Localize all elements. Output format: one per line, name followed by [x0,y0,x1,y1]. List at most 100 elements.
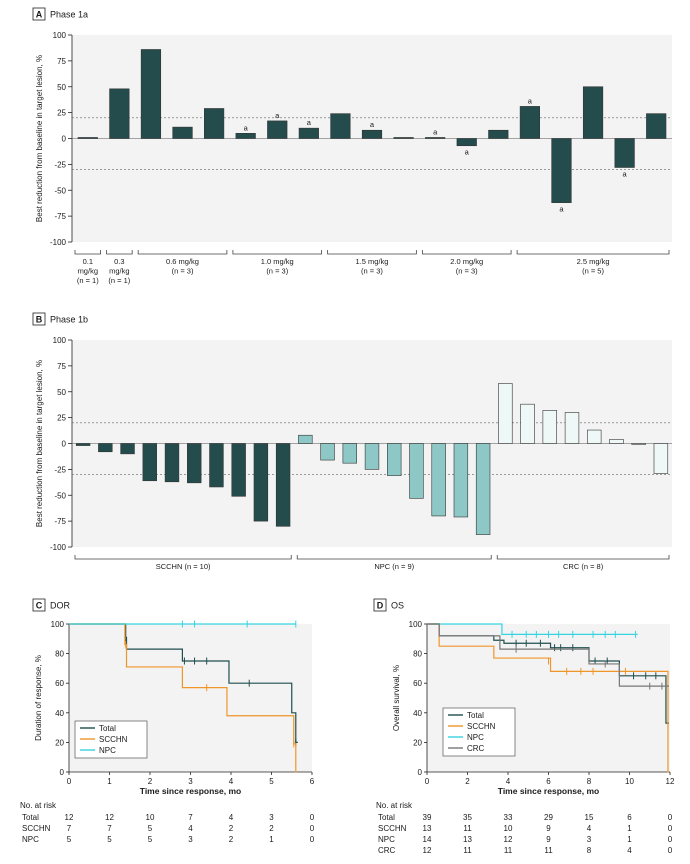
panel-d-legend-label-npc: NPC [467,733,484,742]
panel-c-risk-value: 4 [229,813,234,822]
panel-d-risk-value: 0 [668,824,673,833]
panel-a-y-axis-label: Best reduction from baseline in target l… [35,55,44,222]
panel-c-risk-value: 12 [105,813,114,822]
panel-b-bar [142,443,157,482]
panel-a-bar [330,113,351,139]
panel-d-risk-value: 0 [668,846,673,855]
panel-c-risk-value: 3 [269,813,274,822]
panel-c-risk-value: 12 [65,813,74,822]
panel-a-bar-annotation: a [244,123,249,132]
panel-d-risk-row-label: Total [378,813,395,822]
panel-c-y-tick-label: 60 [55,679,64,688]
panel-c-y-tick-label: 40 [55,709,64,718]
panel-b-y-tick-label: -75 [54,517,66,526]
panel-a-phase-1a: A Phase 1a 100 75 50 25 0 -25 -50 -75 -100 Best red… [32,7,672,285]
panel-d-risk-value: 3 [587,835,592,844]
panel-c-risk-value: 3 [188,835,193,844]
panel-a-y-tick-label: 100 [53,31,67,40]
panel-c-risk-value: 0 [310,813,315,822]
panel-d-x-tick-label: 12 [666,777,675,786]
panel-a-bar-annotation: a [370,120,375,129]
panel-d-risk-value: 13 [423,824,432,833]
panel-a-y-tick-label: -50 [54,186,66,195]
panel-b-y-tick-label: 50 [57,388,66,397]
panel-c-x-tick-label: 2 [148,777,153,786]
panel-b-bar [431,443,446,517]
panel-a-bar [109,88,130,139]
panel-a-y-tick-label: -75 [54,212,66,221]
panel-a-bar [425,137,446,139]
panel-d-legend-label-total: Total [467,711,484,720]
panel-a-bar [140,49,162,139]
panel-a-group-label: (n = 3) [266,267,288,276]
panel-c-x-tick-label: 3 [188,777,193,786]
panel-c-series-scchn [69,623,297,773]
panel-b-y-tick-label: 75 [57,362,66,371]
panel-a-bar-annotation: a [275,111,280,120]
panel-d-y-axis-label: Overall survival, % [392,665,401,731]
panel-b-bar [587,429,602,444]
panel-b-y-tick-label: -25 [54,465,66,474]
panel-a-y-tick-label: -25 [54,160,66,169]
panel-b-bar [409,443,424,499]
panel-a-y-tick-label: 75 [57,57,66,66]
panel-d-y-tick-label: 80 [413,650,422,659]
panel-a-group-label: (n = 1) [77,276,99,285]
panel-a-group-bracket [232,250,323,255]
panel-d-x-tick-label: 0 [425,777,430,786]
panel-c-x-tick-label: 6 [310,777,315,786]
panel-d-y-tick-label: 20 [413,738,422,747]
panel-c-y-tick-label: 80 [55,650,64,659]
panel-c-series-total [69,623,298,743]
panel-d-y-tick-label: 0 [418,768,423,777]
panel-d-risk-value: 0 [668,835,673,844]
panel-c-risk-row-label: SCCHN [22,824,51,833]
panel-d-risk-row-label: NPC [378,835,395,844]
panel-b-bar [320,443,335,461]
panel-a-group-label: mg/kg [109,267,129,276]
panel-a-group-label: (n = 1) [108,276,130,285]
panel-c-risk-value: 10 [146,813,155,822]
panel-a-group-label: mg/kg [78,267,98,276]
panel-d-x-tick-label: 6 [546,777,551,786]
panel-a-bar [519,106,540,139]
panel-c-legend-label-scchn: SCCHN [99,735,128,744]
panel-b-group-label: SCCHN (n = 10) [156,562,211,571]
panel-c-risk-value: 0 [310,835,315,844]
panel-d-risk-value: 15 [585,813,594,822]
panel-b-bar [520,403,535,444]
panel-a-group-label: 0.3 [114,257,124,266]
panel-a-bar-annotation: a [465,148,470,157]
panel-b-bar [364,443,380,470]
panel-b-bar [387,443,402,476]
panel-d-risk-row-label: SCCHN [378,824,407,833]
panel-c-x-tick-label: 5 [269,777,274,786]
panel-a-letter-box [32,7,46,21]
panel-d-y-tick-label: 40 [413,709,422,718]
panel-c-y-tick-label: 20 [55,738,64,747]
panel-a-bar [267,120,288,139]
panel-a-group-bracket [516,250,670,255]
panel-b-bar [298,434,313,444]
panel-d-y-tick-label: 60 [413,679,422,688]
panel-a-bar [172,126,193,139]
panel-d-letter-box [373,598,387,612]
panel-c-letter-box [32,598,46,612]
panel-a-y-tick-label: -100 [50,238,67,247]
panel-a-bar-annotation: a [559,205,564,214]
panel-d-y-tick-label: 100 [409,620,423,629]
panel-c-risk-value: 7 [67,824,72,833]
panel-d-series-crc [427,623,669,687]
panel-d-risk-value: 10 [504,824,513,833]
panel-b-bar [475,443,491,535]
panel-c-legend-label-total: Total [99,724,116,733]
panel-a-group-bracket [327,250,417,255]
panel-c-risk-value: 5 [148,824,153,833]
panel-b-y-tick-label: -100 [50,543,67,552]
panel-d-risk-value: 6 [627,813,632,822]
panel-d-risk-value: 12 [504,835,513,844]
panel-a-bar [582,86,604,139]
panel-a-bar-annotation: a [307,118,312,127]
panel-d-title: OS [391,601,404,611]
